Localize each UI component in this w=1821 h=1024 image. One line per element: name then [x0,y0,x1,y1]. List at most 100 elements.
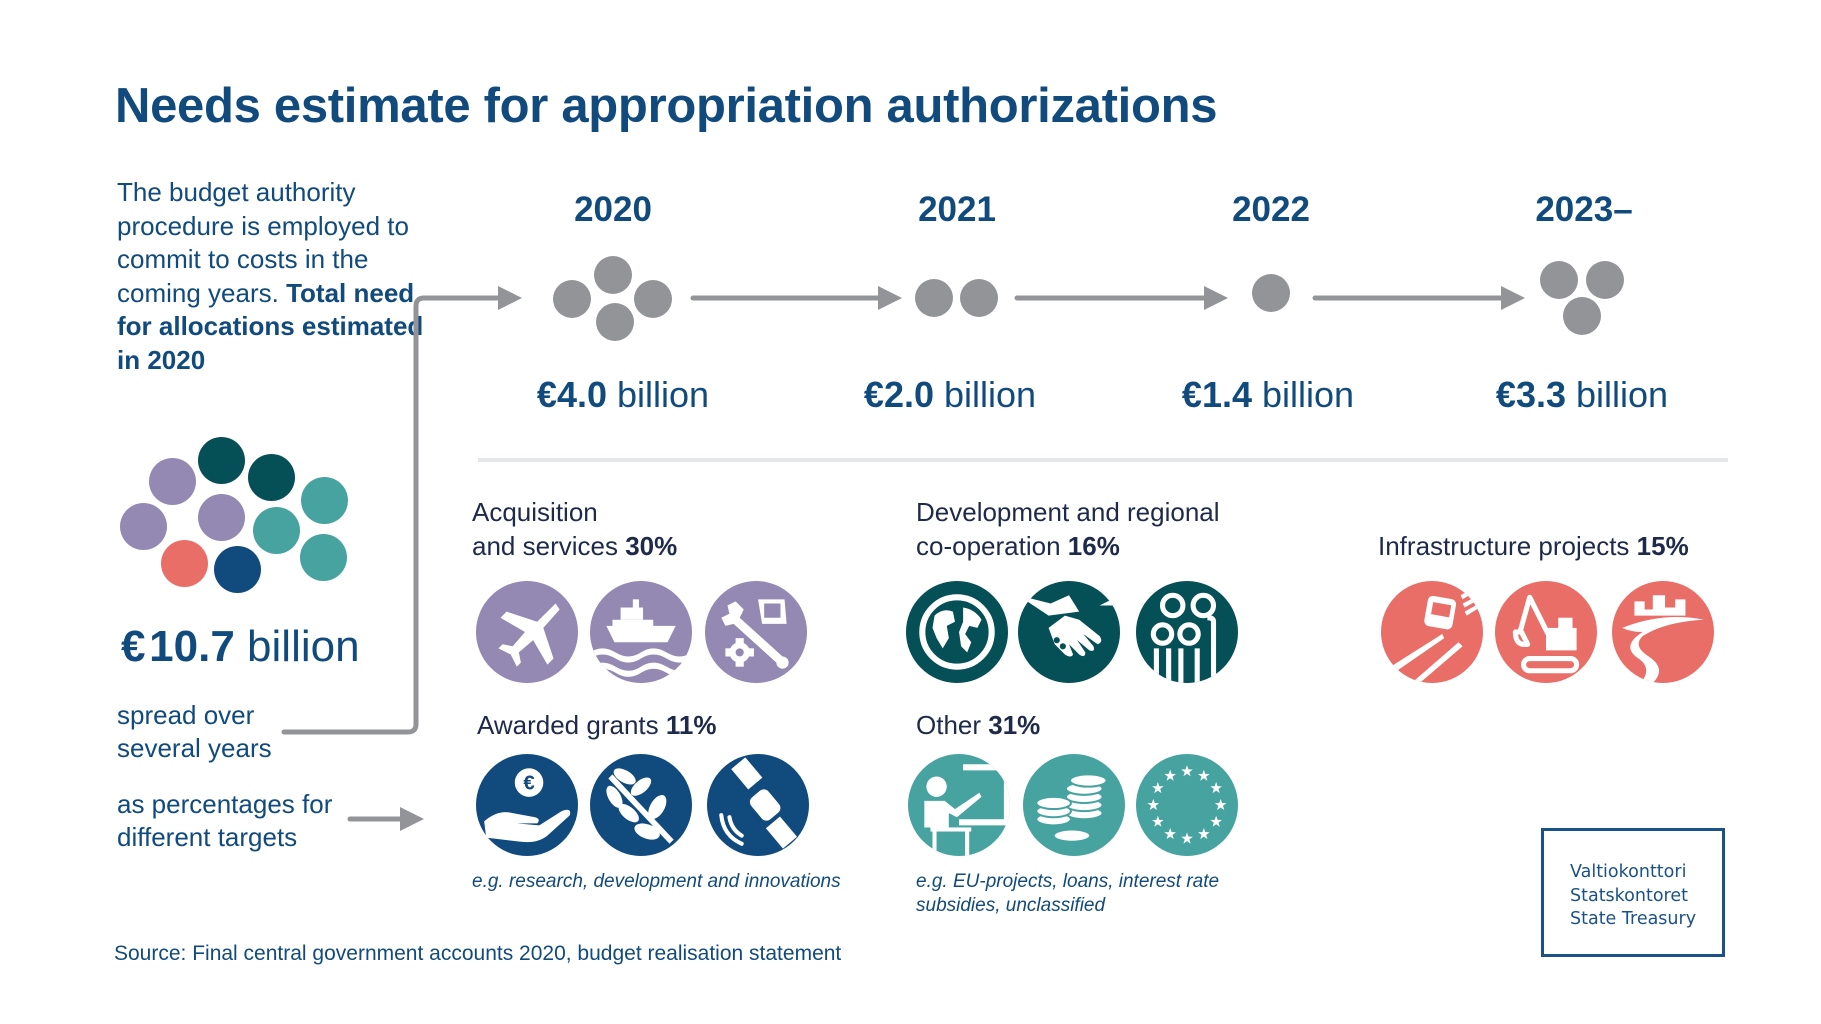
bubble-navy [214,546,261,593]
page-title: Needs estimate for appropriation authori… [115,79,1218,133]
bubble-purple [149,458,196,505]
category-grants-title: Awarded grants 11% [477,708,716,742]
currency: € [1181,374,1202,415]
dot [553,280,591,318]
grants-percent: 11% [665,710,717,740]
ship-icon [590,581,692,683]
hand-euro-icon: € [476,754,578,856]
star-icon [1164,828,1176,840]
logo-line3: State Treasury [1570,909,1697,929]
arrow-head-icon [878,286,902,310]
unit: billion [1262,374,1355,415]
divider [478,458,1728,462]
category-other-title: Other 31% [916,708,1040,742]
star-icon [1152,815,1164,827]
star-icon [1181,832,1193,844]
city-road-icon [1612,581,1714,683]
logo-line2: Statskontoret [1570,885,1688,906]
year-2020: 2020 [574,190,652,229]
dot [1540,261,1578,299]
dot [915,279,953,317]
percent-text: as percentages for different targets [117,788,332,854]
bubble-purple [198,494,245,541]
amount-2020: €4.0 billion [537,374,709,416]
svg-text:€: € [523,773,534,795]
spread-text: spread over several years [117,699,272,765]
acquisition-percent: 30% [625,531,678,561]
star-icon [1147,798,1160,810]
olive-branch-icon [590,754,692,856]
percent-text-line1: as percentages for [117,789,333,819]
development-line2: co-operation [916,531,1061,561]
amount-2022: €1.4 billion [1182,374,1354,416]
value: 1.4 [1201,374,1252,415]
fighter-jet-icon [476,581,578,683]
dot [1252,274,1290,312]
development-line1: Development and regional [916,497,1220,527]
family-icon [1136,581,1238,683]
bubble-teal [301,477,348,524]
star-icon [1198,769,1210,781]
category-development-title: Development and regional co-operation 16… [916,495,1220,563]
bubble-teal [300,534,347,581]
infrastructure-label: Infrastructure projects [1378,531,1630,561]
dot [596,303,634,341]
bubble-teal [253,507,300,554]
year-2023-onward: 2023– [1535,190,1633,229]
infrastructure-percent: 15% [1636,531,1689,561]
coins-icon [1023,754,1125,856]
bubble-dark-teal [248,454,295,501]
arrow-head-icon [400,807,424,831]
total-unit: billion [247,622,360,671]
amount-2023-onward: €3.3 billion [1496,374,1668,416]
intro-bold: Total need for allocations estimated in … [117,277,424,375]
other-note: e.g. EU-projects, loans, interest rate s… [916,870,1219,918]
star-icon [1210,782,1222,794]
star-icon [1214,798,1227,810]
other-label: Other [916,710,982,740]
currency: € [536,374,557,415]
unit: billion [944,374,1037,415]
star-icon [1181,765,1193,777]
state-treasury-logo: Valtiokonttori Statskontoret State Treas… [1541,828,1725,957]
satellite-icon [707,754,809,856]
dot [634,280,672,318]
value: 2.0 [883,374,934,415]
year-2021: 2021 [918,190,996,229]
other-percent: 31% [988,710,1041,740]
excavator-icon [1495,581,1597,683]
bubble-coral [161,540,208,587]
unit: billion [1576,374,1669,415]
intro-regular: The budget authority procedure is employ… [117,177,409,308]
spread-text-line2: several years [117,733,272,763]
bus-road-icon [1381,581,1483,683]
total-amount: € 10.7 billion [121,622,360,672]
dot [1563,297,1601,335]
dot [960,279,998,317]
development-percent: 16% [1067,531,1120,561]
star-icon [1198,828,1210,840]
arrow-head-icon [1501,286,1525,310]
source-note: Source: Final central government account… [114,942,842,965]
unit: billion [617,374,710,415]
tools-computer-icon [705,581,807,683]
amount-2021: €2.0 billion [864,374,1036,416]
arrow-head-icon [498,286,522,310]
globe-icon [906,581,1008,683]
bubble-dark-teal [198,437,245,484]
percent-text-line2: different targets [117,822,298,852]
acquisition-line1: Acquisition [472,497,598,527]
total-value: 10.7 [149,622,235,671]
grants-label: Awarded grants [477,710,659,740]
currency: € [1495,374,1516,415]
grants-note: e.g. research, development and innovatio… [472,871,841,892]
star-icon [1210,815,1222,827]
total-currency: € [121,622,146,671]
dot [594,256,632,294]
handshake-icon [1018,581,1120,683]
category-acquisition-title: Acquisition and services 30% [472,495,677,563]
year-2022: 2022 [1232,190,1310,229]
dot [1586,261,1624,299]
category-infrastructure-title: Infrastructure projects 15% [1378,529,1689,563]
